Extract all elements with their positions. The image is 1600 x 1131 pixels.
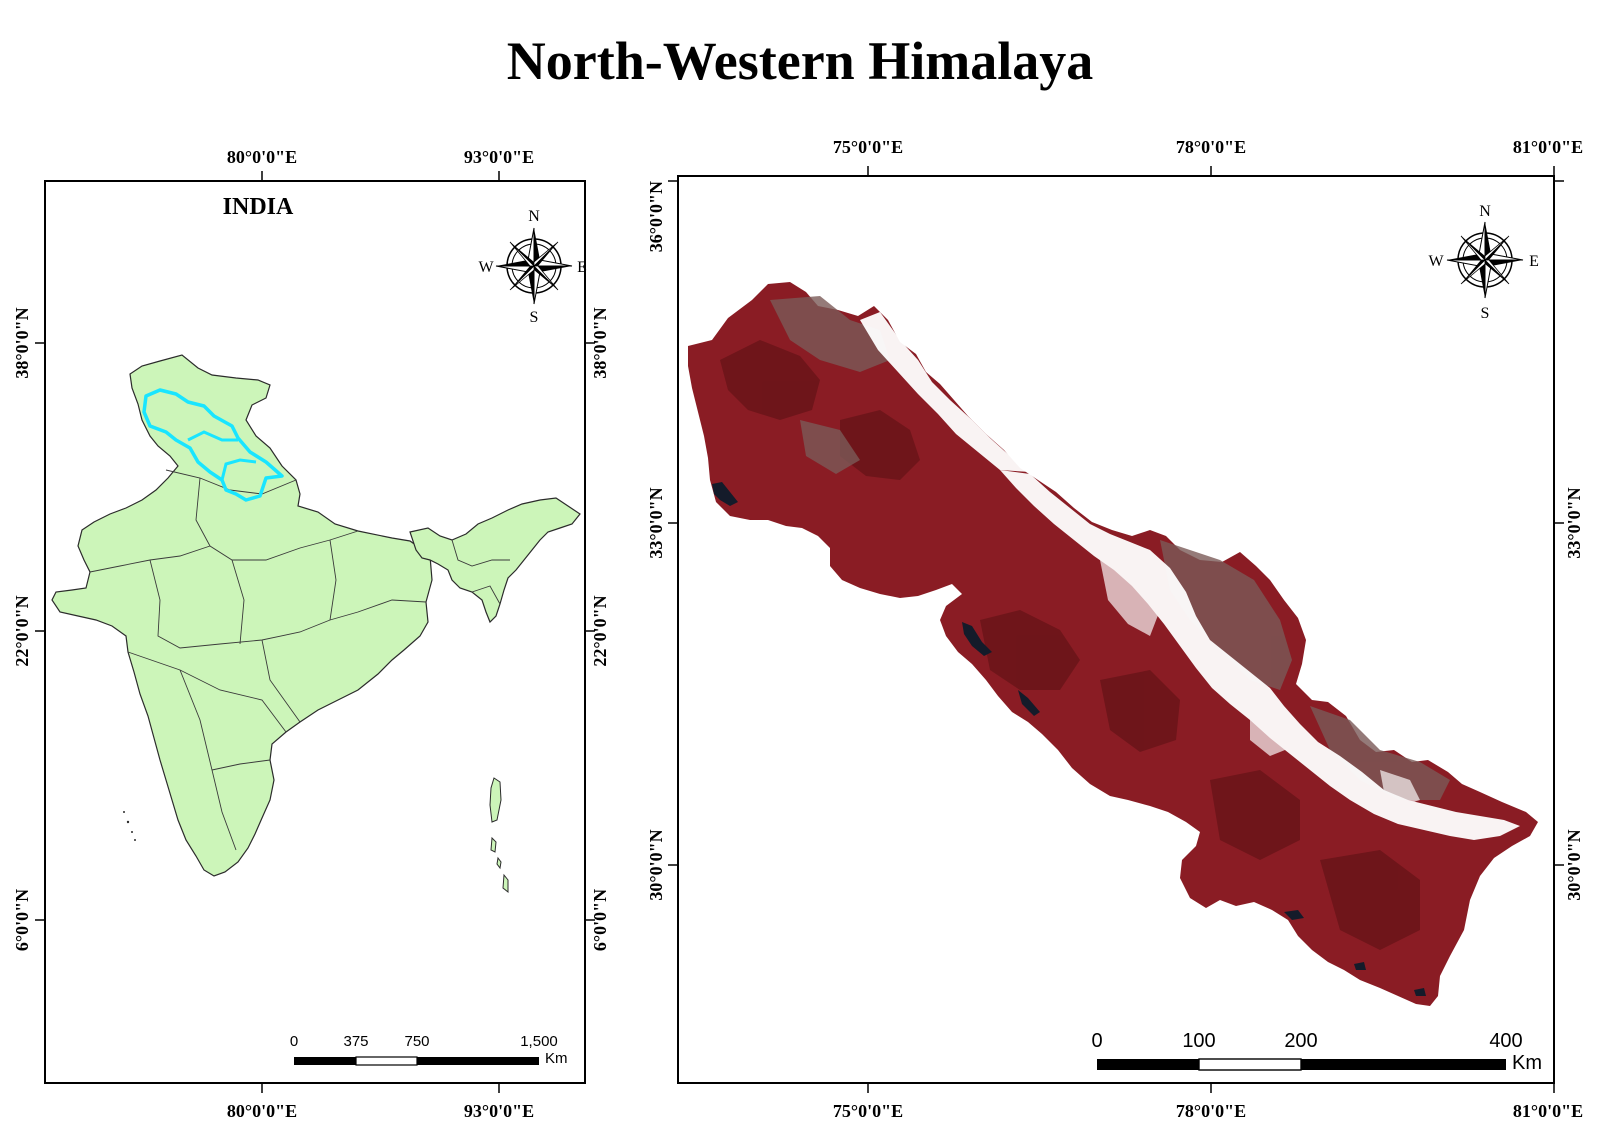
compass-s: S: [530, 309, 539, 326]
himalaya-bottom-lon-label: 78°0'0"E: [1176, 1101, 1246, 1121]
compass-s: S: [1481, 305, 1490, 322]
himalaya-scale-tick: 400: [1489, 1030, 1522, 1052]
himalaya-left-lat-label: 33°0'0"N: [646, 487, 666, 558]
compass-w: W: [1428, 253, 1444, 270]
india-scale-tick: 1,500: [520, 1033, 558, 1050]
himalaya-scale-tick: 100: [1182, 1030, 1215, 1052]
himalaya-right-lat-label: 33°0'0"N: [1564, 487, 1584, 558]
compass-n: N: [1479, 203, 1491, 220]
india-scale-tick: 0: [290, 1033, 298, 1050]
himalaya-scale-bar: [1097, 1058, 1506, 1071]
study-area-outline: [142, 388, 284, 502]
india-right-lat-label: 38°0'0"N: [590, 307, 610, 378]
india-scale-tick: 750: [404, 1033, 429, 1050]
india-scale-unit: Km: [545, 1050, 568, 1067]
india-top-lon-label: 93°0'0"E: [464, 147, 534, 167]
map-title: North-Western Himalaya: [506, 31, 1094, 91]
himalaya-left-lat-label: 30°0'0"N: [646, 829, 666, 900]
himalaya-bottom-lon-label: 75°0'0"E: [833, 1101, 903, 1121]
india-left-lat-label: 6°0'0"N: [12, 889, 32, 951]
himalaya-right-lat-label: 30°0'0"N: [1564, 829, 1584, 900]
compass-n: N: [528, 208, 540, 225]
himalaya-scale-tick: 200: [1284, 1030, 1317, 1052]
india-bottom-lon-label: 80°0'0"E: [227, 1101, 297, 1121]
himalaya-left-lat-label: 36°0'0"N: [646, 181, 666, 252]
india-left-lat-label: 22°0'0"N: [12, 595, 32, 666]
compass-e: E: [1529, 253, 1539, 270]
compass-e: E: [577, 259, 587, 276]
india-left-lat-label: 38°0'0"N: [12, 307, 32, 378]
himalaya-scale-tick: 0: [1091, 1030, 1102, 1052]
india-label: INDIA: [223, 194, 294, 220]
himalaya-scale-unit: Km: [1512, 1052, 1542, 1074]
compass-w: W: [478, 259, 494, 276]
himalaya-top-lon-label: 81°0'0"E: [1513, 137, 1583, 157]
india-right-lat-label: 22°0'0"N: [590, 595, 610, 666]
india-scale-tick: 375: [343, 1033, 368, 1050]
india-map: [51, 354, 581, 894]
himalaya-top-lon-label: 75°0'0"E: [833, 137, 903, 157]
india-top-lon-label: 80°0'0"E: [227, 147, 297, 167]
india-right-lat-label: 6°0'0"N: [590, 889, 610, 951]
himalaya-top-lon-label: 78°0'0"E: [1176, 137, 1246, 157]
himalaya-bottom-lon-label: 81°0'0"E: [1513, 1101, 1583, 1121]
india-bottom-lon-label: 93°0'0"E: [464, 1101, 534, 1121]
himalaya-satellite-image: [688, 282, 1538, 1006]
india-scale-bar: [294, 1056, 539, 1066]
